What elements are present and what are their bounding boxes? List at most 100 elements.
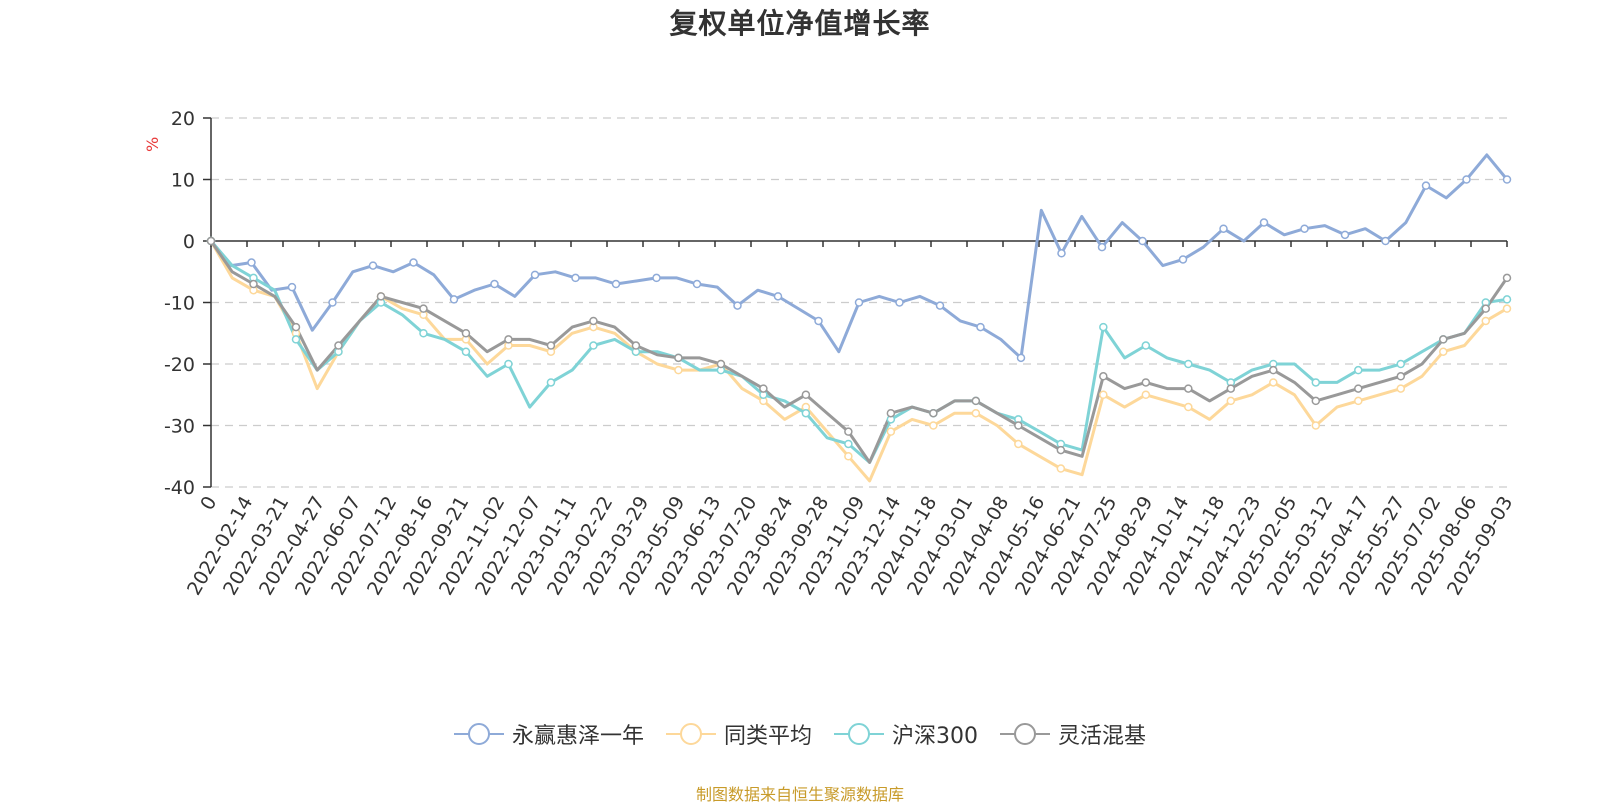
series-point-3 (929, 408, 938, 418)
series-point-0 (1340, 230, 1350, 240)
series-point-1 (886, 427, 896, 436)
y-tick-label: -40 (164, 477, 195, 499)
series-point-1 (1269, 378, 1278, 387)
series-point-2 (1184, 359, 1193, 369)
series-point-0 (773, 292, 783, 301)
series-point-3 (1354, 384, 1363, 393)
series-point-0 (1462, 175, 1471, 184)
series-point-3 (1184, 384, 1193, 393)
series-point-0 (1138, 236, 1147, 246)
series-point-0 (287, 282, 297, 292)
series-point-0 (409, 258, 418, 267)
series-point-3 (1502, 273, 1512, 283)
series-point-3 (589, 316, 598, 326)
series-point-2 (504, 359, 513, 369)
series-point-2 (844, 439, 853, 449)
series-point-0 (1259, 218, 1269, 227)
series-point-3 (249, 279, 258, 289)
series-point-1 (1396, 384, 1406, 393)
series-line-3 (209, 239, 1509, 464)
series-point-3 (1014, 421, 1023, 430)
series-point-3 (1226, 384, 1236, 393)
legend-label-series-2: 沪深300 (892, 724, 978, 749)
series-point-0 (1016, 353, 1026, 363)
series-point-0 (368, 261, 378, 270)
series-point-2 (1502, 295, 1512, 304)
series-point-0 (611, 279, 621, 289)
series-point-2 (546, 378, 556, 387)
series-point-3 (206, 236, 216, 246)
series-point-0 (854, 298, 864, 307)
series-point-0 (328, 298, 337, 307)
series-point-0 (935, 301, 945, 310)
series-point-1 (929, 421, 938, 430)
series-point-3 (759, 384, 768, 393)
series-point-0 (652, 273, 661, 283)
legend-item-series-1[interactable]: 同类平均 (665, 718, 812, 750)
series-layer (209, 153, 1509, 483)
series-point-3 (844, 427, 853, 436)
series-point-2 (461, 347, 471, 356)
series-point-1 (1481, 316, 1491, 326)
series-line-0 (209, 153, 1509, 360)
series-point-0 (449, 295, 459, 304)
series-point-2 (589, 341, 598, 350)
legend-label-series-1: 同类平均 (723, 724, 812, 749)
series-point-0 (814, 316, 823, 326)
series-point-0 (733, 301, 742, 310)
legend-swatch-series-3 (1000, 723, 1050, 745)
legend-label-series-0: 永赢惠泽一年 (511, 724, 644, 749)
series-point-1 (1354, 396, 1363, 406)
series-point-3 (546, 341, 556, 350)
series-point-1 (1439, 347, 1448, 356)
series-point-0 (1057, 249, 1066, 258)
series-point-3 (886, 408, 896, 418)
series-point-3 (291, 322, 301, 332)
series-point-2 (1354, 365, 1363, 375)
series-point-0 (1178, 255, 1188, 264)
series-point-1 (844, 452, 853, 461)
series-point-3 (504, 335, 513, 344)
series-point-3 (1481, 304, 1491, 313)
series-point-0 (247, 258, 256, 267)
legend-item-series-2[interactable]: 沪深300 (834, 718, 978, 750)
series-point-1 (1184, 402, 1193, 412)
series-point-1 (1226, 396, 1236, 406)
series-point-2 (1099, 322, 1108, 332)
series-point-3 (716, 359, 726, 369)
series-point-2 (1396, 359, 1406, 369)
y-tick-label: -10 (164, 293, 195, 315)
legend: 永赢惠泽一年 同类平均 沪深300 灵活混基 (0, 718, 1600, 750)
series-point-1 (1099, 390, 1108, 399)
series-point-3 (1099, 372, 1108, 381)
series-point-3 (674, 353, 683, 363)
series-point-2 (801, 408, 811, 418)
series-point-3 (1141, 378, 1151, 387)
y-tick-label: 10 (171, 170, 195, 192)
legend-swatch-series-0 (453, 723, 504, 745)
series-point-3 (1311, 396, 1321, 406)
series-point-2 (1311, 378, 1321, 387)
series-point-3 (631, 341, 641, 350)
series-line-2 (209, 239, 1509, 464)
legend-item-series-3[interactable]: 灵活混基 (1000, 718, 1146, 750)
y-tick-label: -30 (164, 416, 195, 438)
legend-label-series-3: 灵活混基 (1058, 724, 1147, 749)
series-point-3 (801, 390, 811, 399)
series-point-2 (291, 335, 301, 344)
series-point-0 (976, 322, 985, 332)
legend-swatch-series-1 (665, 723, 716, 745)
series-point-1 (1141, 390, 1151, 399)
series-point-3 (1396, 372, 1406, 381)
series-point-0 (571, 273, 580, 283)
series-point-0 (1300, 224, 1309, 233)
series-point-0 (1502, 175, 1512, 184)
axis-layer: 20100-10-20-30-4002022-02-142022-03-2120… (164, 108, 1517, 599)
series-line-1 (209, 239, 1509, 483)
legend-swatch-series-2 (834, 723, 884, 745)
series-point-0 (1097, 242, 1107, 252)
series-point-1 (1311, 421, 1321, 430)
legend-item-series-0[interactable]: 永赢惠泽一年 (453, 718, 644, 750)
series-point-3 (1439, 335, 1448, 344)
source-note: 制图数据来自恒生聚源数据库 (695, 785, 904, 804)
